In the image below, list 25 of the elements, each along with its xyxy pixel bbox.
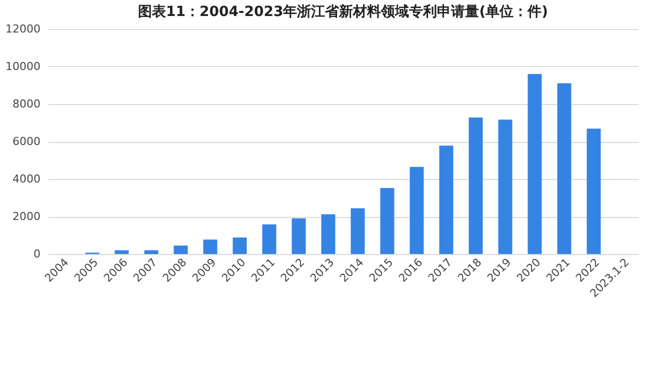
y-tick-label: 10000 bbox=[6, 60, 40, 73]
bar bbox=[586, 128, 601, 254]
chart-title: 图表11：2004-2023年浙江省新材料领域专利申请量(单位：件) bbox=[138, 3, 548, 20]
y-tick-label: 6000 bbox=[12, 135, 40, 148]
bar bbox=[498, 120, 512, 254]
bar bbox=[114, 250, 129, 254]
bar bbox=[321, 214, 336, 254]
y-tick-label: 12000 bbox=[6, 22, 40, 36]
bar bbox=[292, 218, 306, 254]
y-tick-label: 0 bbox=[34, 248, 40, 260]
bar bbox=[262, 224, 276, 254]
y-tick-label: 8000 bbox=[12, 98, 40, 110]
bar bbox=[468, 118, 483, 254]
bar bbox=[380, 188, 394, 254]
bar bbox=[410, 166, 424, 254]
bar bbox=[203, 240, 218, 254]
y-tick-label: 4000 bbox=[12, 172, 40, 186]
bar bbox=[528, 74, 542, 254]
bar bbox=[557, 83, 572, 254]
bar bbox=[439, 146, 454, 254]
bar bbox=[350, 208, 365, 254]
bar bbox=[174, 246, 188, 254]
y-tick-label: 2000 bbox=[12, 210, 40, 223]
bar bbox=[144, 250, 158, 254]
bar bbox=[232, 238, 247, 254]
